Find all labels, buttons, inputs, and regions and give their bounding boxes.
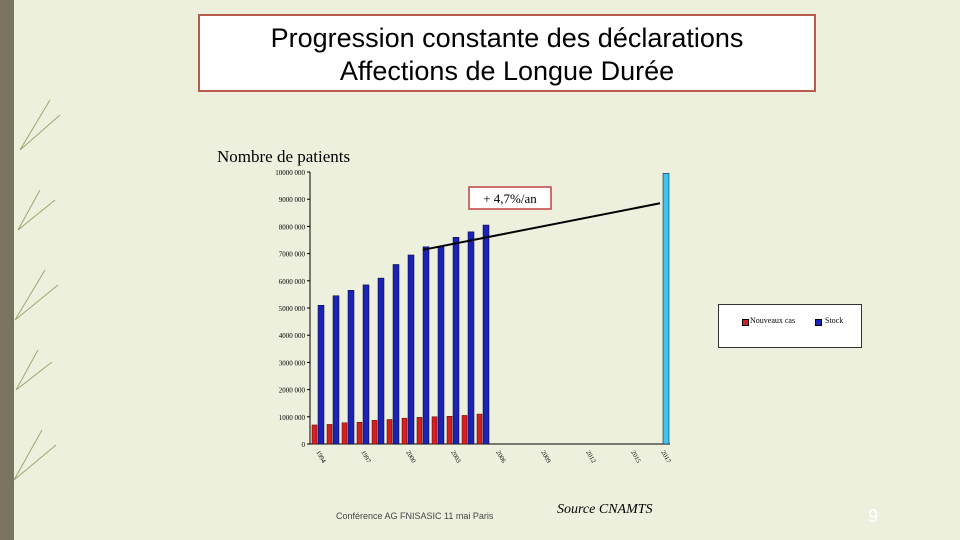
- y-tick-label: 4000 000: [279, 332, 306, 340]
- bar-stock: [317, 305, 325, 445]
- legend-swatch-new-cases: [742, 319, 749, 326]
- title-line-2: Affections de Longue Durée: [339, 56, 675, 86]
- bar-stock: [482, 224, 490, 445]
- bar-new-cases: [341, 422, 348, 445]
- bar-stock: [362, 284, 370, 445]
- decorative-arrows: [13, 99, 61, 481]
- y-tick-label: 3000 000: [279, 359, 306, 367]
- bar-new-cases: [356, 421, 363, 445]
- bar-new-cases: [386, 419, 393, 445]
- annotation-box: [468, 186, 552, 210]
- bar-new-cases: [416, 417, 423, 445]
- trend-line: [422, 202, 661, 251]
- y-axis-title: Nombre de patients: [217, 147, 351, 166]
- annotation-label: + 4,7%/an: [483, 191, 537, 206]
- bar-new-cases: [446, 416, 453, 445]
- left-accent-band: [0, 0, 14, 540]
- legend: Nouveaux cas Stock: [718, 304, 862, 348]
- bar-stock: [422, 246, 430, 445]
- bar-stock: [392, 264, 400, 445]
- bar-new-cases: [431, 416, 438, 445]
- x-tick-label: 1994: [314, 450, 327, 465]
- bar-stock: [377, 277, 385, 445]
- bar-new-cases: [401, 417, 408, 445]
- legend-swatch-stock: [815, 319, 822, 326]
- y-tick-label: 6000 000: [279, 278, 306, 286]
- footer-text: Conférence AG FNISASIC 11 mai Paris: [336, 511, 494, 521]
- y-tick-label: 0: [302, 441, 306, 449]
- title-line-1: Progression constante des déclarations: [270, 23, 744, 53]
- x-tick-label: 2009: [539, 450, 552, 465]
- y-tick-label: 7000 000: [279, 251, 306, 259]
- x-tick-label: 2000: [404, 450, 417, 465]
- x-tick-label: 2003: [449, 450, 462, 465]
- bar-stock: [347, 290, 355, 445]
- bar-new-cases: [326, 424, 333, 445]
- bar-new-cases: [371, 420, 378, 445]
- bar-stock: [437, 246, 445, 445]
- x-tick-label: 2006: [494, 450, 507, 465]
- bar-stock: [407, 254, 415, 445]
- y-tick-label: 2000 000: [279, 387, 306, 395]
- y-tick-label: 10000 000: [275, 169, 305, 177]
- y-tick-label: 9000 000: [279, 196, 306, 204]
- legend-label-new-cases: Nouveaux cas: [750, 316, 796, 325]
- y-tick-label: 8000 000: [279, 223, 306, 231]
- y-tick-label: 5000 000: [279, 305, 306, 313]
- y-tick-label: 1000 000: [279, 414, 306, 422]
- source-text: Source CNAMTS: [557, 502, 653, 517]
- bar-stock-projection: [662, 173, 670, 445]
- slide-title: Progression constante des déclarations A…: [198, 14, 816, 92]
- bar-stock: [467, 231, 475, 445]
- bar-new-cases: [476, 413, 483, 445]
- bar-stock: [332, 295, 340, 445]
- bar-new-cases: [461, 415, 468, 445]
- page-number: 9: [868, 506, 879, 526]
- bar-stock: [452, 237, 460, 445]
- x-tick-label: 2012: [584, 450, 597, 465]
- x-tick-label: 2015: [629, 450, 642, 465]
- legend-label-stock: Stock: [825, 316, 844, 325]
- x-tick-label: 1997: [359, 450, 372, 465]
- bar-new-cases: [311, 424, 318, 445]
- x-tick-label: 2017: [659, 450, 672, 465]
